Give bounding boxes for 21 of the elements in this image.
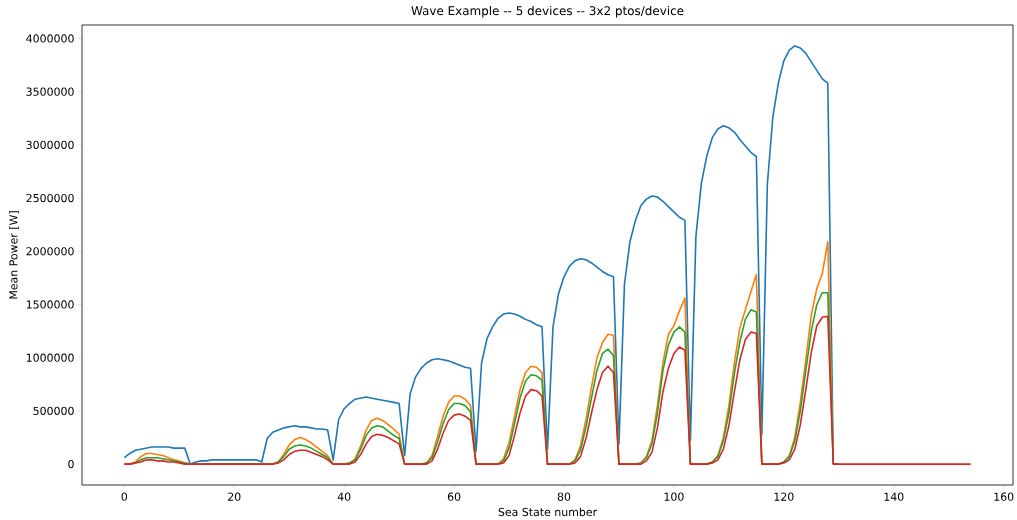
x-tick-label: 0 bbox=[121, 492, 128, 501]
y-tick-label: 1500000 bbox=[26, 300, 74, 309]
x-axis-title: Sea State number bbox=[498, 507, 598, 517]
y-axis-title: Mean Power [W] bbox=[9, 211, 19, 299]
y-tick-label: 3500000 bbox=[26, 87, 74, 96]
chart-title: Wave Example -- 5 devices -- 3x2 ptos/device bbox=[411, 5, 684, 18]
x-tick-label: 20 bbox=[228, 492, 241, 501]
x-tick-label: 140 bbox=[884, 492, 904, 501]
y-tick-label: 500000 bbox=[33, 406, 74, 416]
y-tick-label: 2000000 bbox=[26, 247, 74, 256]
x-tick-label: 60 bbox=[447, 492, 461, 501]
y-tick-label: 0 bbox=[68, 459, 74, 469]
y-tick-label: 1000000 bbox=[26, 353, 74, 362]
y-tick-label: 2500000 bbox=[26, 193, 74, 203]
y-tick-label: 3000000 bbox=[26, 140, 74, 150]
x-tick-label: 80 bbox=[557, 492, 571, 501]
x-tick-label: 160 bbox=[994, 492, 1014, 501]
x-tick-label: 40 bbox=[337, 492, 351, 501]
x-tick-label: 100 bbox=[664, 492, 684, 501]
x-tick-label: 120 bbox=[774, 492, 794, 501]
y-tick-label: 4000000 bbox=[26, 34, 74, 43]
